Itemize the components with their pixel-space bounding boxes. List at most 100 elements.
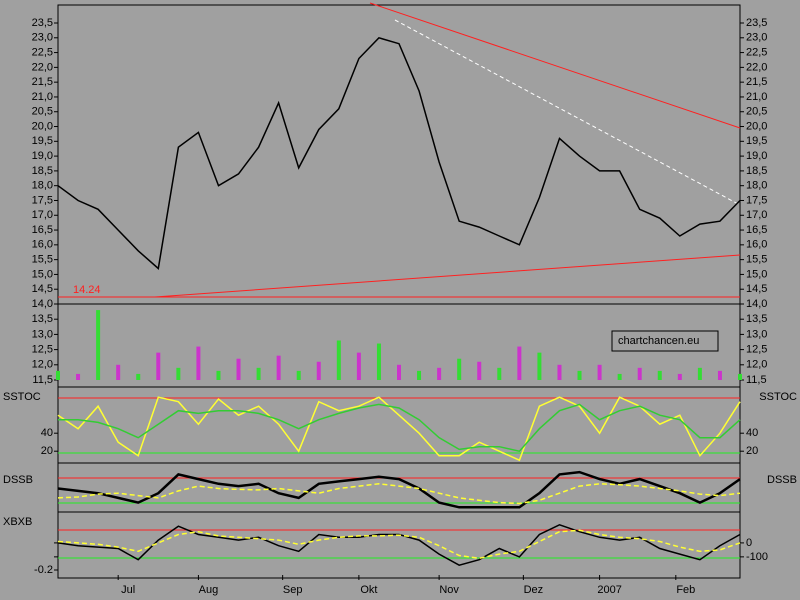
panel-title: DSSB <box>3 474 33 486</box>
volume-bar <box>96 310 101 380</box>
volume-bar <box>336 340 341 380</box>
y-tick-label: 23,5 <box>746 17 767 29</box>
x-tick-label: Dez <box>524 584 544 596</box>
series-line <box>57 483 741 505</box>
y-tick-label: 16,0 <box>746 239 767 251</box>
y2-tick-label: -0.2 <box>34 564 53 576</box>
volume-bar <box>657 370 662 380</box>
y-tick-label: 21,0 <box>746 91 767 103</box>
y-tick-label: 23,0 <box>32 32 53 44</box>
volume-bar <box>697 367 702 380</box>
y-tick-label: 12,0 <box>32 359 53 371</box>
y-tick-label: 17,0 <box>746 209 767 221</box>
volume-bar <box>597 364 602 380</box>
series-line <box>58 403 741 453</box>
volume-bar <box>437 367 442 380</box>
y-tick-label: 15,0 <box>32 268 53 280</box>
y-tick-label: 18,5 <box>32 165 53 177</box>
volume-bar <box>276 355 281 380</box>
y-tick-label: 17,5 <box>32 194 53 206</box>
y-tick-label: 12,5 <box>746 344 767 356</box>
y-tick-label: 22,0 <box>32 61 53 73</box>
x-tick-label: Jul <box>121 584 135 596</box>
x-tick-label: 2007 <box>597 584 621 596</box>
y-tick-label: 14,0 <box>746 298 767 310</box>
y-tick-label: 18,0 <box>32 180 53 192</box>
y-tick-label: 22,5 <box>746 46 767 58</box>
y-tick-label: 21,0 <box>32 91 53 103</box>
y-tick-label: 20 <box>41 445 53 457</box>
watermark: chartchancen.eu <box>618 335 699 347</box>
y-tick-label: 17,5 <box>746 194 767 206</box>
y-tick-label: 14,5 <box>746 283 767 295</box>
volume-bar <box>497 367 502 380</box>
volume-bar <box>216 370 221 380</box>
y-tick-label: 0 <box>746 537 752 549</box>
y-tick-label: 40 <box>41 427 53 439</box>
trend-line <box>369 2 741 129</box>
y-tick-label: 20,0 <box>746 120 767 132</box>
y-tick-label: 12,5 <box>32 344 53 356</box>
volume-bar <box>356 352 361 380</box>
volume-bar <box>256 367 261 380</box>
volume-bar <box>136 373 141 380</box>
volume-bar <box>116 364 121 380</box>
trend-line <box>154 254 741 298</box>
x-tick-label: Nov <box>439 584 459 596</box>
y-tick-label: 19,0 <box>32 150 53 162</box>
plot-frame <box>57 4 741 579</box>
volume-bar <box>537 352 542 380</box>
watermark-box <box>611 330 719 352</box>
volume-bar <box>376 343 381 380</box>
volume-bar <box>738 373 742 380</box>
x-tick-label: Aug <box>199 584 219 596</box>
volume-bar <box>56 370 60 380</box>
panel-title: SSTOC <box>759 391 797 403</box>
y-tick-label: 12,0 <box>746 359 767 371</box>
volume-bar <box>517 346 522 380</box>
series-line <box>57 470 741 509</box>
y-tick-label: 20,5 <box>746 106 767 118</box>
y-tick-label: 14,0 <box>32 298 53 310</box>
y-tick-label: 13,0 <box>746 328 767 340</box>
y-tick-label: 16,0 <box>32 239 53 251</box>
y-tick-label: 11,5 <box>32 374 53 386</box>
y-tick-label: 17,0 <box>32 209 53 221</box>
y-tick-label: 19,5 <box>746 135 767 147</box>
y-tick-label: 21,5 <box>32 76 53 88</box>
y-tick-label: 22,5 <box>32 46 53 58</box>
y-tick-label: 14,5 <box>32 283 53 295</box>
y-tick-label: 18,5 <box>746 165 767 177</box>
volume-bar <box>236 358 241 380</box>
volume-bar <box>677 373 682 380</box>
y-tick-label: 20,0 <box>32 120 53 132</box>
volume-bar <box>196 346 201 380</box>
volume-bar <box>417 370 422 380</box>
volume-bar <box>156 352 161 380</box>
y-tick-label: 11,5 <box>746 374 767 386</box>
y-tick-label: 13,5 <box>32 313 53 325</box>
volume-bar <box>397 364 401 380</box>
x-tick-label: Okt <box>360 584 377 596</box>
y-tick-label: 20,5 <box>32 106 53 118</box>
volume-bar <box>617 373 622 380</box>
y-tick-label: 15,5 <box>32 254 53 266</box>
price-annotation: 14.24 <box>73 284 101 296</box>
y-tick-label: 15,0 <box>746 268 767 280</box>
y-tick-label: 16,5 <box>746 224 767 236</box>
series-line <box>57 523 741 567</box>
y-tick-label: 13,0 <box>32 328 53 340</box>
volume-bar <box>457 358 462 380</box>
y-tick-label: 15,5 <box>746 254 767 266</box>
y-tick-label: 20 <box>746 445 758 457</box>
y-tick-label: 40 <box>746 427 758 439</box>
y-tick-label: 19,0 <box>746 150 767 162</box>
volume-bar <box>316 361 321 380</box>
volume-bar <box>717 370 722 380</box>
series-line <box>57 396 741 462</box>
volume-bar <box>557 364 562 380</box>
series-line <box>57 36 741 270</box>
panel-title: XBXB <box>3 516 32 528</box>
volume-bar <box>296 370 301 380</box>
